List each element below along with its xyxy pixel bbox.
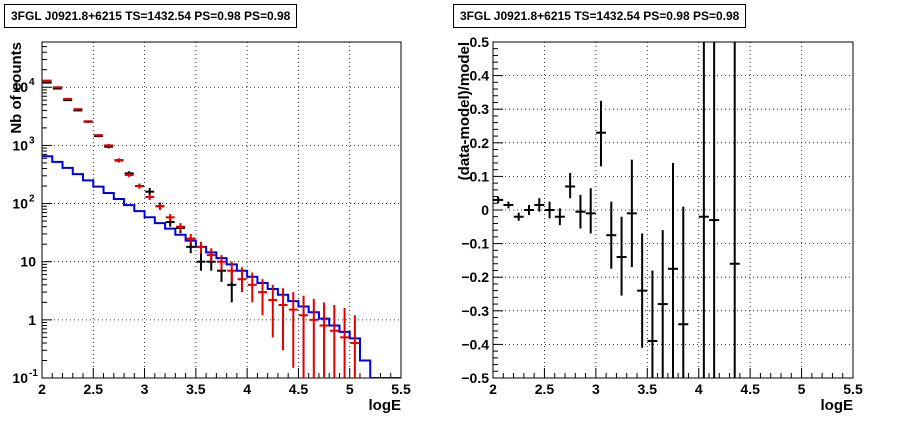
y-tick-label: 0: [481, 202, 489, 218]
x-tick-label: 4.5: [740, 381, 760, 397]
x-tick-label: 5.5: [391, 381, 411, 397]
y-tick-label: 10: [20, 254, 36, 270]
x-tick-label: 5: [798, 381, 806, 397]
y-tick-label: 1: [28, 312, 36, 328]
y-tick-label: 10: [12, 370, 28, 386]
y-tick-label: 10: [12, 79, 28, 95]
counts-panel: 3FGL J0921.8+6215 TS=1432.54 PS=0.98 PS=…: [0, 0, 449, 421]
y-tick-label: 10: [12, 137, 28, 153]
counts-chart-title: 3FGL J0921.8+6215 TS=1432.54 PS=0.98 PS=…: [4, 4, 298, 28]
y-axis-label: Nb of counts: [8, 42, 25, 134]
x-tick-label: 3.5: [186, 381, 206, 397]
x-tick-label: 2: [38, 381, 46, 397]
x-tick-label: 3: [141, 381, 149, 397]
y-tick-exponent: 3: [29, 135, 35, 146]
x-tick-label: 5.5: [843, 381, 863, 397]
y-tick-label: 0.1: [470, 168, 490, 184]
x-tick-label: 4: [243, 381, 251, 397]
x-axis-label: logE: [369, 397, 402, 414]
y-tick-label: 10: [12, 196, 28, 212]
x-tick-label: 5: [346, 381, 354, 397]
y-tick-label: −0.2: [461, 269, 489, 285]
residuals-chart-title: 3FGL J0921.8+6215 TS=1432.54 PS=0.98 PS=…: [453, 4, 747, 28]
x-tick-label: 2.5: [84, 381, 104, 397]
y-tick-exponent: 2: [29, 194, 35, 205]
plot-area: [493, 42, 740, 378]
y-axis-label: (data-model)/model: [456, 42, 473, 180]
y-tick-label: 0.5: [470, 34, 490, 50]
x-tick-label: 3: [592, 381, 600, 397]
x-tick-label: 2: [489, 381, 497, 397]
y-tick-label: 0.3: [470, 101, 490, 117]
y-tick-label: −0.5: [461, 370, 489, 386]
y-tick-label: −0.1: [461, 236, 489, 252]
plot-frame: [41, 41, 402, 379]
y-tick-label: 0.2: [470, 135, 490, 151]
residuals-chart: 2 2.5 3 3.5 4 4.5 5 5.5 −0.5 −0.4 −0.3 −0.2 −0.1 0 0.1…: [456, 34, 863, 414]
residuals-panel: 3FGL J0921.8+6215 TS=1432.54 PS=0.98 PS=…: [449, 0, 898, 421]
y-tick-label: −0.3: [461, 303, 489, 319]
x-tick-label: 3.5: [638, 381, 658, 397]
y-tick-exponent: -1: [29, 368, 38, 379]
y-tick-label: −0.4: [461, 336, 489, 352]
x-tick-label: 4.5: [289, 381, 309, 397]
x-tick-label: 2.5: [535, 381, 555, 397]
model-histogram-line: [42, 155, 401, 378]
y-tick-label: 0.4: [470, 68, 490, 84]
x-axis-label: logE: [821, 397, 854, 414]
x-tick-label: 4: [695, 381, 703, 397]
y-tick-exponent: 4: [29, 77, 35, 88]
plot-area: [42, 79, 401, 378]
